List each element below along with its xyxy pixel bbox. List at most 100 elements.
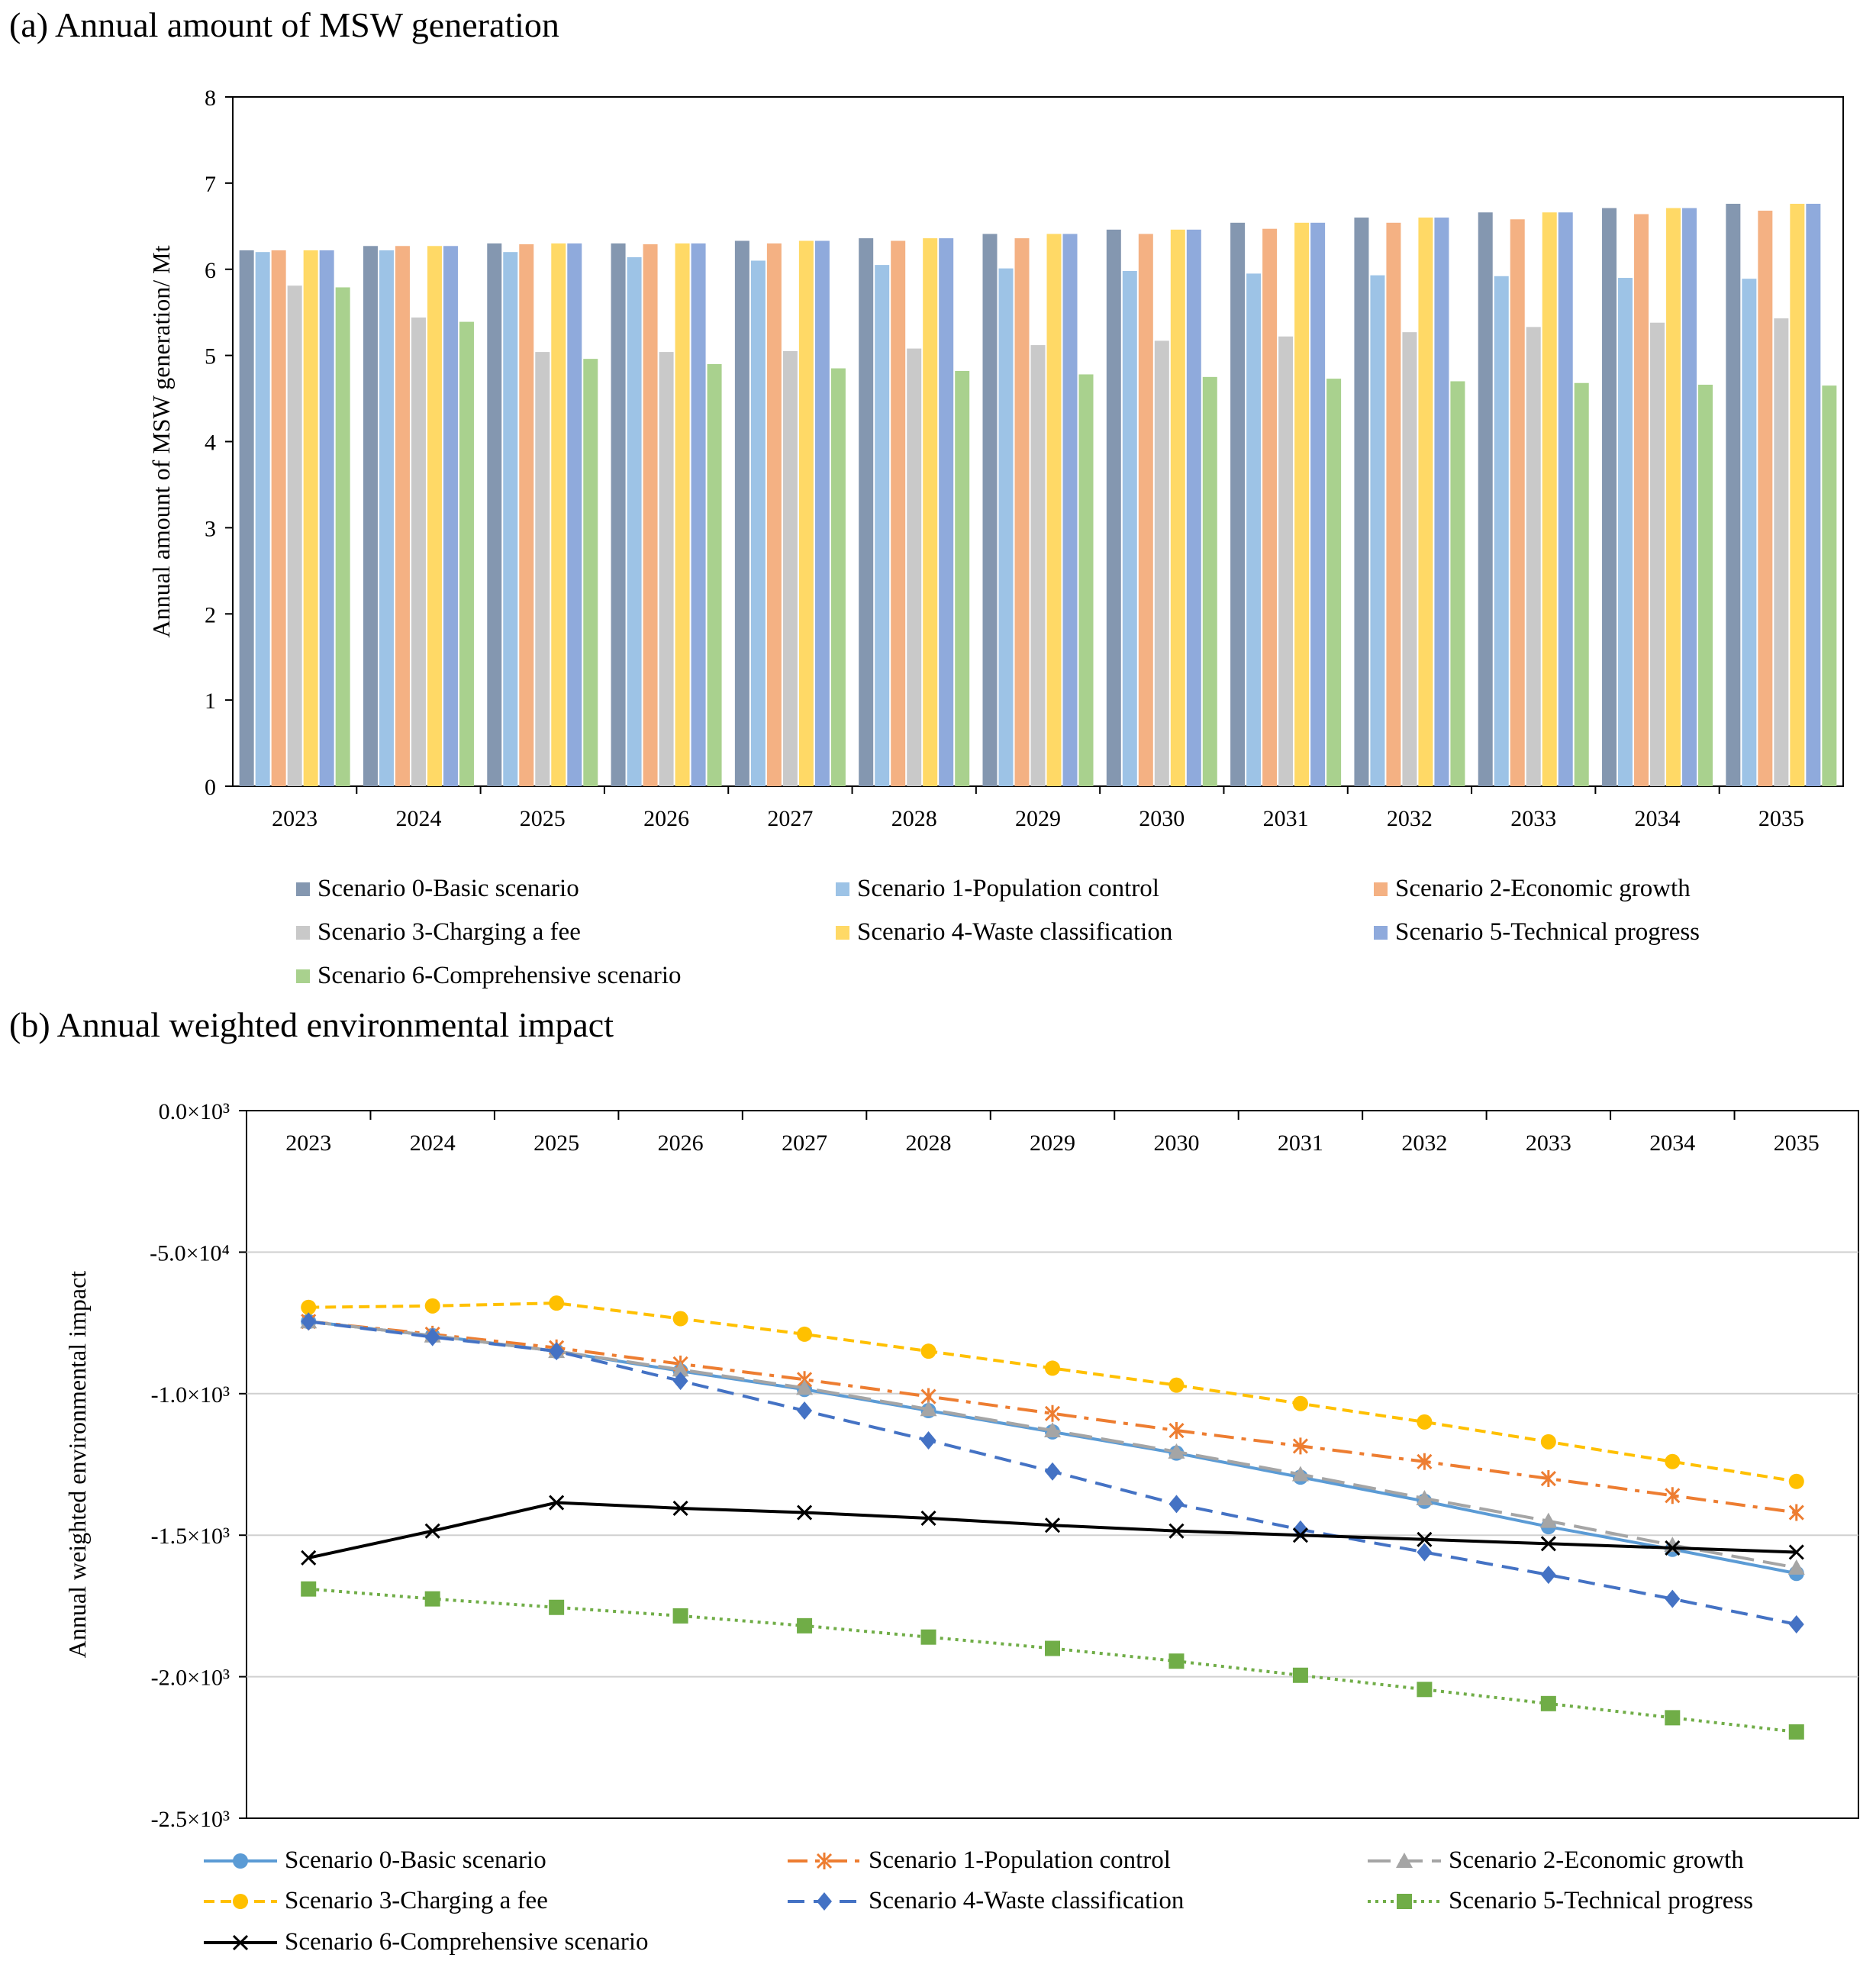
- legend-b-item-scenario-1-population-control: Scenario 1-Population control: [786, 1846, 1171, 1875]
- bar-scenario-5-technical-progress-2023: [319, 250, 334, 787]
- legend-label: Scenario 6-Comprehensive scenario: [285, 1928, 649, 1956]
- bar-scenario-4-waste-classification-2028: [923, 238, 938, 786]
- point-scenario-3-charging-a-fee-2028: [920, 1343, 936, 1359]
- bar-scenario-4-waste-classification-2023: [303, 250, 318, 787]
- bar-scenario-5-technical-progress-2026: [691, 243, 706, 786]
- point-scenario-4-waste-classification-2035: [1788, 1615, 1804, 1634]
- bar-scenario-0-basic-scenario-2035: [1726, 203, 1741, 787]
- point-scenario-3-charging-a-fee-2030: [1168, 1377, 1185, 1393]
- legend-swatch: [296, 882, 310, 896]
- bar-scenario-1-population-control-2026: [627, 256, 642, 786]
- bar-scenario-5-technical-progress-2034: [1682, 208, 1697, 786]
- bar-scenario-2-economic-growth-2028: [891, 240, 906, 787]
- y-tick-label: 4: [205, 431, 216, 456]
- point-scenario-5-technical-progress-2028: [920, 1629, 936, 1645]
- point-scenario-3-charging-a-fee-2031: [1292, 1395, 1308, 1411]
- point-scenario-4-waste-classification-2033: [1540, 1566, 1556, 1585]
- bar-scenario-2-economic-growth-2024: [395, 246, 410, 786]
- x-tick-label: 2035: [1758, 806, 1804, 831]
- point-scenario-2-economic-growth-2032: [1416, 1489, 1433, 1505]
- bar-scenario-3-charging-a-fee-2033: [1526, 327, 1541, 787]
- bar-scenario-4-waste-classification-2029: [1046, 234, 1062, 786]
- x-tick-label: 2024: [410, 1130, 456, 1156]
- line-scenario-3-charging-a-fee: [308, 1301, 1797, 1483]
- bar-scenario-1-population-control-2032: [1370, 275, 1385, 786]
- bar-scenario-2-economic-growth-2031: [1262, 228, 1278, 787]
- legend-marker: [817, 1892, 832, 1911]
- x-tick-label: 2026: [658, 1130, 704, 1156]
- bar-scenario-0-basic-scenario-2028: [859, 238, 874, 786]
- y-tick-label: 5: [205, 344, 216, 369]
- legend-line-sample: [788, 1852, 861, 1869]
- x-tick-label: 2027: [767, 806, 813, 831]
- bar-scenario-1-population-control-2031: [1246, 273, 1262, 786]
- point-scenario-6-comprehensive-scenario-2026: [672, 1500, 688, 1517]
- point-scenario-5-technical-progress-2023: [301, 1581, 317, 1597]
- legend-a-item-scenario-6-comprehensive-scenario: Scenario 6-Comprehensive scenario: [296, 962, 682, 990]
- legend-b-item-scenario-0-basic-scenario: Scenario 0-Basic scenario: [202, 1846, 546, 1875]
- legend-b-item-scenario-2-economic-growth: Scenario 2-Economic growth: [1366, 1846, 1744, 1875]
- legend-label: Scenario 0-Basic scenario: [285, 1846, 546, 1874]
- point-scenario-6-comprehensive-scenario-2031: [1292, 1527, 1308, 1543]
- panel-b-title: (b) Annual weighted environmental impact: [9, 1005, 614, 1044]
- bar-scenario-2-economic-growth-2033: [1510, 219, 1525, 787]
- x-tick-label: 2035: [1774, 1130, 1820, 1156]
- point-scenario-6-comprehensive-scenario-2025: [549, 1495, 565, 1511]
- point-scenario-6-comprehensive-scenario-2028: [920, 1510, 936, 1527]
- point-scenario-5-technical-progress-2026: [672, 1608, 688, 1624]
- legend-line-sample: [204, 1893, 277, 1909]
- bar-scenario-2-economic-growth-2034: [1634, 214, 1649, 786]
- point-scenario-6-comprehensive-scenario-2023: [301, 1550, 317, 1566]
- bar-scenario-5-technical-progress-2032: [1434, 218, 1449, 786]
- legend-swatch: [1374, 925, 1388, 940]
- legend-line-sample: [1368, 1893, 1441, 1909]
- bar-scenario-3-charging-a-fee-2031: [1278, 336, 1294, 787]
- bar-scenario-2-economic-growth-2029: [1014, 238, 1030, 786]
- bar-scenario-2-economic-growth-2026: [643, 244, 658, 786]
- point-scenario-2-economic-growth-2034: [1664, 1537, 1681, 1553]
- point-scenario-1-population-control-2031: [1292, 1437, 1308, 1455]
- x-tick-label: 2030: [1153, 1130, 1199, 1156]
- point-scenario-1-population-control-2035: [1788, 1504, 1804, 1521]
- series-scenario-4-waste-classification: [301, 1312, 1804, 1634]
- legend-b-item-scenario-3-charging-a-fee: Scenario 3-Charging a fee: [202, 1887, 548, 1915]
- bar-scenario-6-comprehensive-scenario-2024: [459, 321, 474, 786]
- bar-scenario-0-basic-scenario-2025: [487, 243, 502, 786]
- series-scenario-1-population-control: [301, 1313, 1804, 1521]
- x-tick-label: 2031: [1278, 1130, 1323, 1156]
- bar-scenario-6-comprehensive-scenario-2030: [1202, 376, 1217, 786]
- bar-scenario-5-technical-progress-2031: [1310, 222, 1326, 786]
- bar-scenario-5-technical-progress-2029: [1062, 234, 1078, 786]
- point-scenario-4-waste-classification-2029: [1045, 1462, 1060, 1481]
- point-scenario-3-charging-a-fee-2024: [424, 1298, 440, 1314]
- point-scenario-2-economic-growth-2028: [920, 1401, 937, 1417]
- bar-scenario-6-comprehensive-scenario-2027: [830, 368, 846, 786]
- point-scenario-3-charging-a-fee-2033: [1540, 1434, 1556, 1450]
- x-tick-label: 2025: [533, 1130, 579, 1156]
- legend-label: Scenario 1-Population control: [869, 1846, 1171, 1874]
- x-tick-label: 2029: [1015, 806, 1061, 831]
- point-scenario-6-comprehensive-scenario-2035: [1788, 1544, 1804, 1560]
- legend-a-item-scenario-1-population-control: Scenario 1-Population control: [836, 875, 1159, 903]
- bar-scenario-2-economic-growth-2025: [519, 244, 534, 786]
- point-scenario-1-population-control-2029: [1044, 1405, 1061, 1422]
- point-scenario-1-population-control-2033: [1540, 1470, 1556, 1488]
- bar-scenario-5-technical-progress-2035: [1806, 203, 1821, 787]
- bar-scenario-4-waste-classification-2034: [1666, 208, 1681, 786]
- legend-label: Scenario 6-Comprehensive scenario: [318, 962, 682, 989]
- bar-scenario-3-charging-a-fee-2024: [411, 317, 426, 787]
- legend-marker: [816, 1852, 833, 1869]
- point-scenario-2-economic-growth-2035: [1787, 1559, 1805, 1575]
- bar-scenario-6-comprehensive-scenario-2034: [1698, 385, 1713, 786]
- bar-scenario-6-comprehensive-scenario-2029: [1078, 374, 1094, 786]
- legend-a-item-scenario-0-basic-scenario: Scenario 0-Basic scenario: [296, 875, 579, 903]
- legend-swatch: [296, 925, 310, 940]
- point-scenario-6-comprehensive-scenario-2029: [1044, 1517, 1061, 1534]
- point-scenario-6-comprehensive-scenario-2033: [1540, 1536, 1556, 1552]
- y-tick-label: -1.0×10³: [151, 1382, 230, 1408]
- bar-scenario-2-economic-growth-2023: [271, 250, 286, 787]
- point-scenario-5-technical-progress-2031: [1292, 1667, 1308, 1683]
- point-scenario-3-charging-a-fee-2034: [1665, 1453, 1681, 1469]
- bar-scenario-6-comprehensive-scenario-2033: [1574, 382, 1589, 786]
- bar-scenario-3-charging-a-fee-2025: [535, 352, 550, 786]
